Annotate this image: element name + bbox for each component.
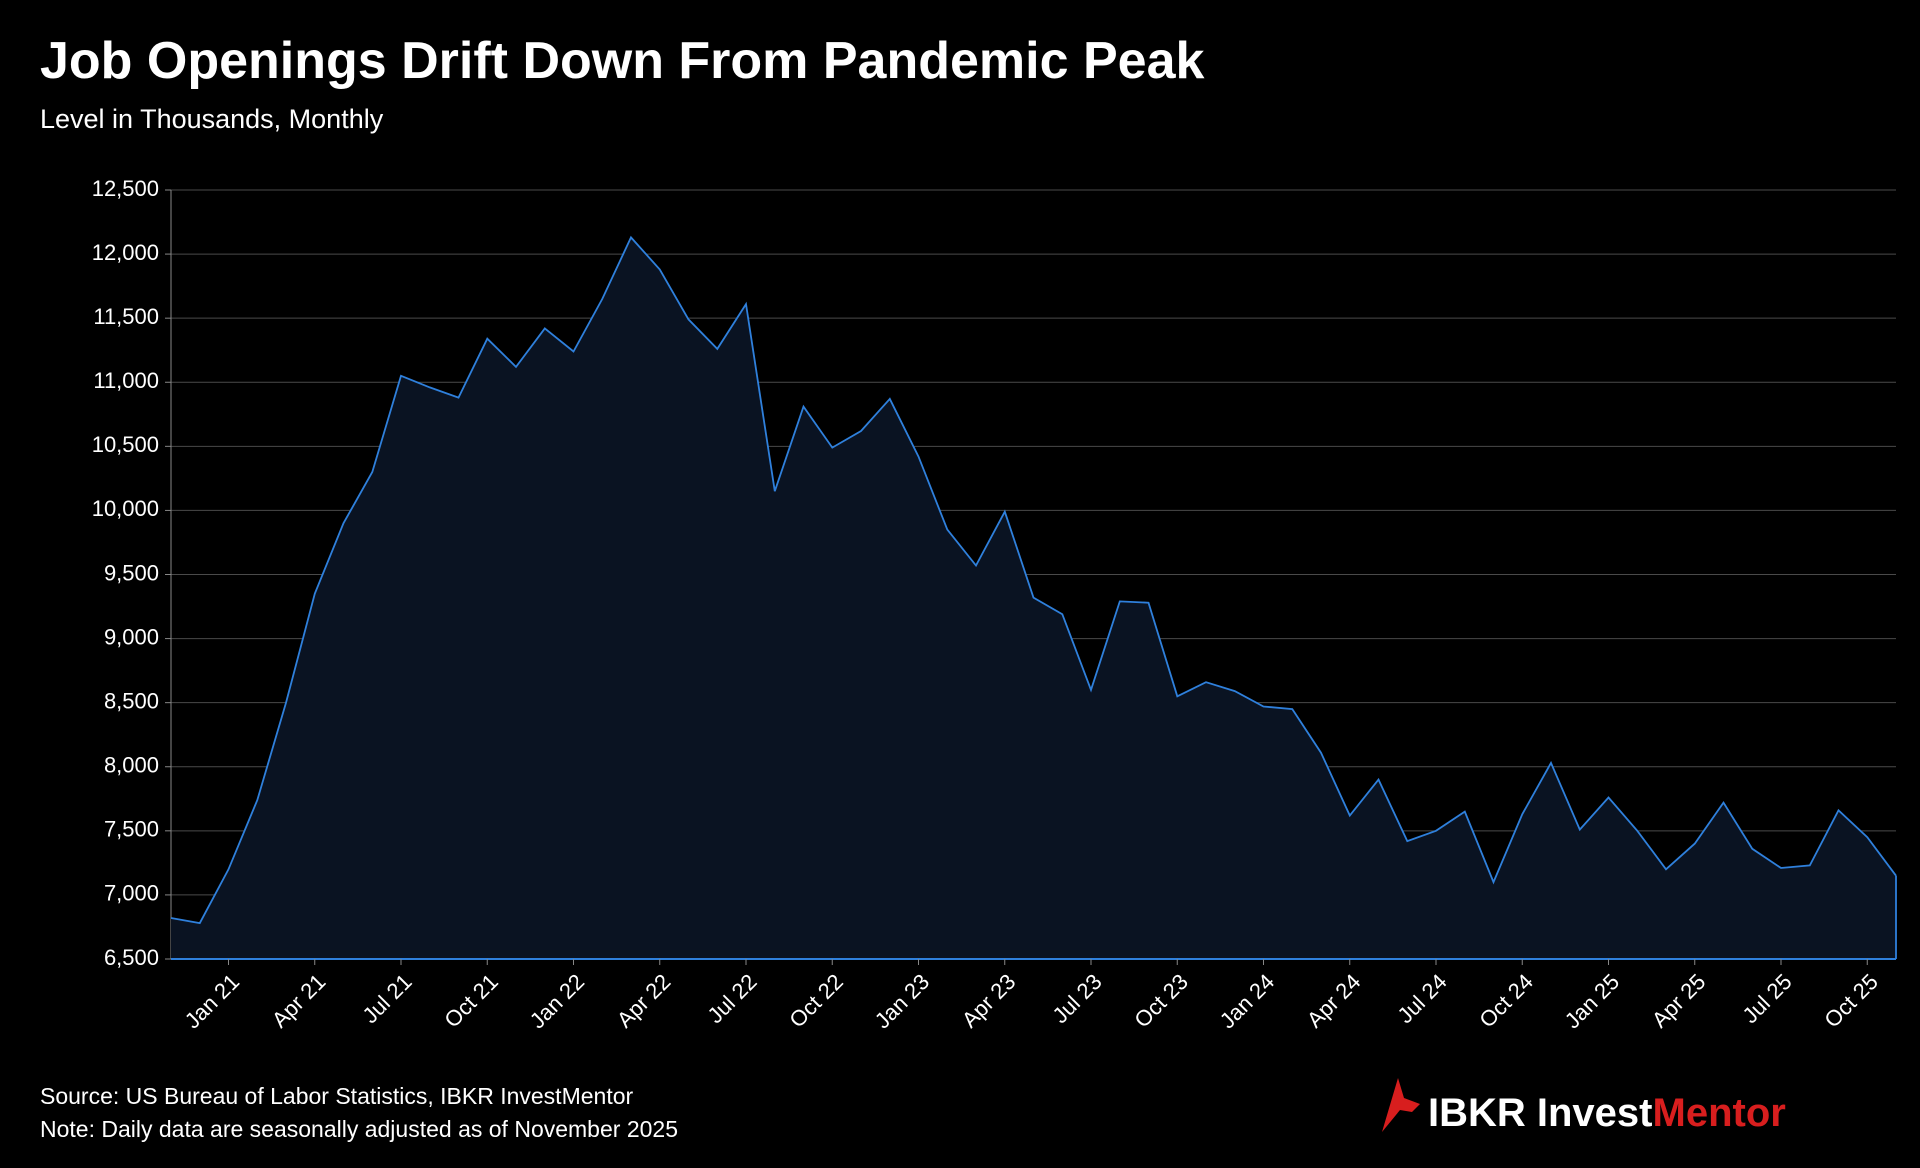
y-tick-label: 11,500 [93,304,159,329]
chart-title: Job Openings Drift Down From Pandemic Pe… [40,32,1204,90]
logo-first: IBKR Invest [1428,1091,1653,1135]
note: Note: Daily data are seasonally adjusted… [40,1116,678,1142]
line [170,235,1897,925]
y-tick-label: 8,500 [104,688,159,713]
y-tick-label: 10,500 [92,432,159,457]
logo-second: Mentor [1653,1091,1786,1135]
y-tick-label: 7,000 [104,881,159,906]
y-tick-label: 9,500 [104,560,159,585]
y-tick-label: 8,000 [104,753,159,778]
source: Source: US Bureau of Labor Statistics, I… [40,1083,634,1109]
y-tick-label: 6,500 [104,945,159,970]
y-tick-label: 12,500 [92,176,159,201]
y-tick-label: 10,000 [92,496,159,521]
y-tick-label: 7,500 [104,817,159,842]
logo-icon [1382,1078,1420,1132]
y-tick-label: 12,000 [92,240,159,265]
logo-text: IBKR InvestMentor [1428,1091,1786,1135]
logo: IBKR InvestMentor [1382,1078,1786,1135]
y-tick-label: 9,000 [104,624,159,649]
chart-subtitle: Level in Thousands, Monthly [40,104,384,134]
y-tick-label: 11,000 [93,368,159,393]
